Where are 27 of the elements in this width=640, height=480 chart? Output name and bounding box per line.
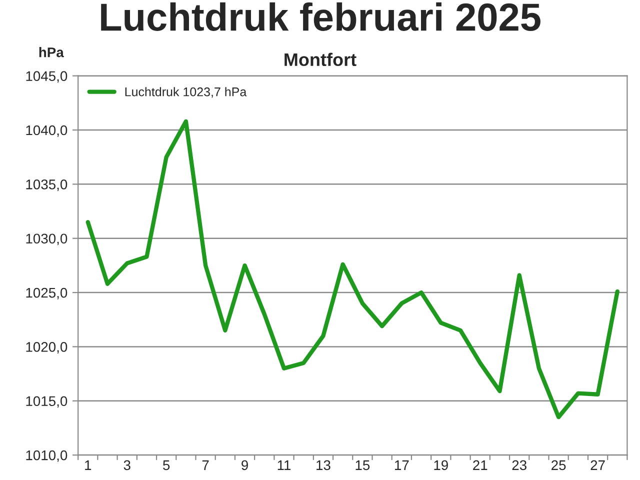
x-tick-label: 3 (124, 460, 130, 470)
line-series (86, 119, 620, 420)
y-tick-label: 1025,0 (26, 288, 68, 300)
x-tick-label: 25 (552, 460, 566, 470)
x-tick-label: 15 (356, 460, 370, 470)
y-tick-label: 1035,0 (26, 180, 68, 191)
x-tick-label: 1 (85, 460, 92, 470)
x-tick-label: 9 (242, 460, 248, 470)
chart-title: Luchtdruk februari 2025 (101, 2, 540, 31)
y-tick-label: 1040,0 (26, 125, 68, 137)
chart-subtitle: Montfort (284, 52, 356, 66)
x-tick-label: 27 (590, 460, 605, 470)
x-tick-label: 21 (473, 460, 488, 470)
x-tick-label: 19 (434, 460, 448, 470)
y-tick-label: 1015,0 (26, 396, 68, 408)
y-tick-label: 1030,0 (26, 234, 68, 246)
x-tick-label: 7 (202, 460, 209, 470)
y-tick-label: 1010,0 (26, 450, 68, 462)
legend-label: Luchtdruk 1023,7 hPa (125, 87, 247, 98)
x-tick-label: 11 (278, 460, 291, 470)
x-tick-label: 13 (316, 460, 330, 470)
x-tick-label: 5 (163, 460, 170, 470)
y-tick-label: 1045,0 (26, 71, 68, 83)
y-tick-label: 1020,0 (26, 342, 68, 354)
y-axis-title: hPa (39, 47, 64, 58)
x-tick-label: 23 (512, 460, 526, 470)
x-tick-label: 17 (395, 460, 409, 470)
